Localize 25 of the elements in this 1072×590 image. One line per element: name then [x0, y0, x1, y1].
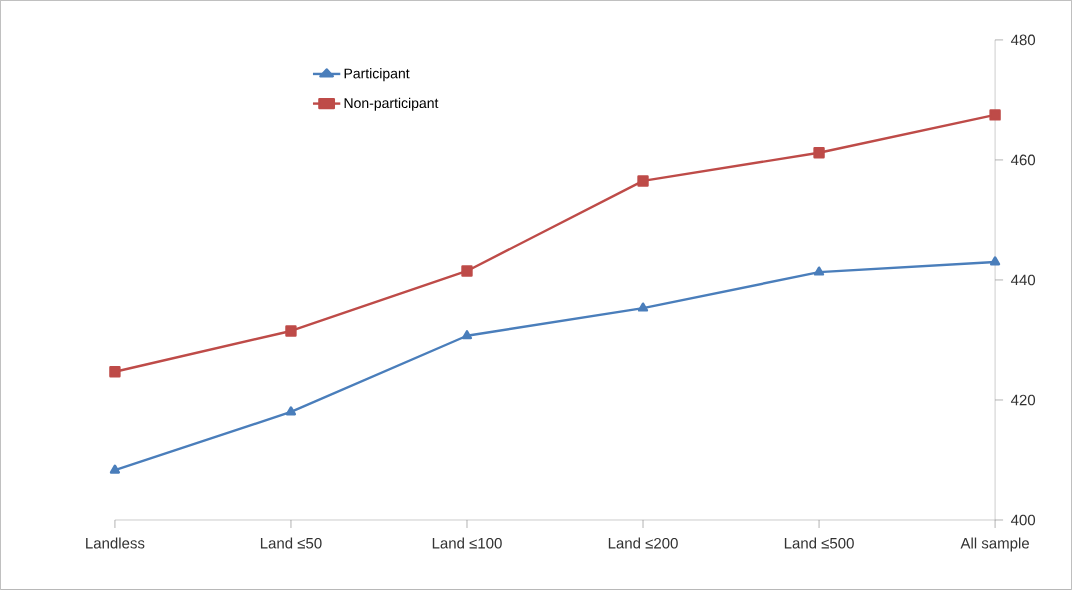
point	[109, 366, 121, 378]
point	[109, 464, 121, 474]
y-tick-label: 400	[1010, 514, 1036, 526]
x-tick-label: Land ≤200	[608, 537, 678, 549]
point	[637, 302, 649, 312]
x-tick-label: All sample	[960, 537, 1029, 552]
point	[989, 256, 1001, 266]
point	[989, 109, 1001, 121]
y-tick-label: 480	[1010, 34, 1036, 46]
x-tick-label: Land ≤500	[784, 537, 854, 549]
legend-label: Participant	[344, 68, 410, 82]
y-tick-label: 420	[1010, 394, 1036, 406]
point	[285, 325, 297, 337]
point	[461, 265, 473, 277]
point	[285, 406, 297, 416]
x-tick-label: Landless	[86, 537, 145, 549]
x-tick-label: Land ≤50	[260, 537, 322, 549]
x-tick-label: Land ≤100	[432, 537, 502, 549]
point	[813, 266, 825, 276]
point	[637, 175, 649, 187]
point	[461, 330, 473, 340]
y-tick-label: 460	[1010, 154, 1036, 166]
y-tick-label: 440	[1010, 274, 1036, 286]
legend-label: Non-participant	[344, 97, 439, 111]
point	[813, 147, 825, 159]
